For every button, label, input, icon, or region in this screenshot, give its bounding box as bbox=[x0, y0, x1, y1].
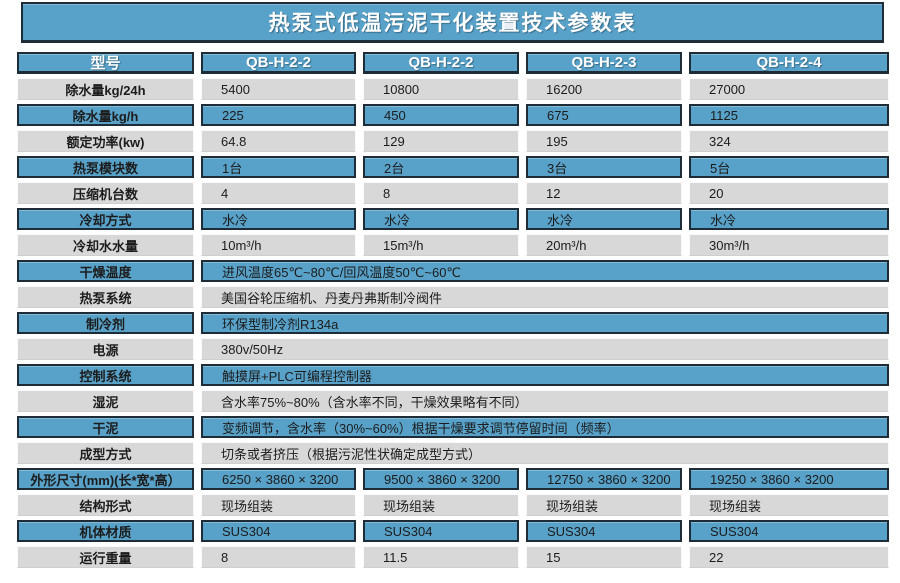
row-label-cell: 控制系统 bbox=[17, 364, 194, 386]
value-cell: 675 bbox=[526, 104, 682, 126]
value-cell: 2台 bbox=[363, 156, 519, 178]
value-cell: 水冷 bbox=[363, 208, 519, 230]
row-label-cell: 干燥温度 bbox=[17, 260, 194, 282]
value-cell: 195 bbox=[526, 130, 682, 152]
parameter-table: 型号 QB-H-2-2 QB-H-2-2 QB-H-2-3 QB-H-2-4 除… bbox=[17, 52, 889, 568]
value-cell: 20m³/h bbox=[526, 234, 682, 256]
row-label-cell: 干泥 bbox=[17, 416, 194, 438]
value-cell: 11.5 bbox=[363, 546, 519, 568]
column-header-qbh22b: QB-H-2-2 bbox=[363, 52, 519, 74]
value-cell: 12 bbox=[526, 182, 682, 204]
row-label-cell: 除水量kg/h bbox=[17, 104, 194, 126]
value-cell: 8 bbox=[363, 182, 519, 204]
value-cell: 64.8 bbox=[201, 130, 356, 152]
merged-value-cell: 环保型制冷剂R134a bbox=[201, 312, 889, 334]
row-label-cell: 热泵系统 bbox=[17, 286, 194, 308]
column-header-qbh23: QB-H-2-3 bbox=[526, 52, 682, 74]
row-label-cell: 制冷剂 bbox=[17, 312, 194, 334]
value-cell: 现场组装 bbox=[201, 494, 356, 516]
row-label-cell: 成型方式 bbox=[17, 442, 194, 464]
value-cell: 15 bbox=[526, 546, 682, 568]
row-label-cell: 湿泥 bbox=[17, 390, 194, 412]
value-cell: 20 bbox=[689, 182, 889, 204]
value-cell: 129 bbox=[363, 130, 519, 152]
row-label-cell: 外形尺寸(mm)(长*宽*高） bbox=[17, 468, 194, 490]
value-cell: 27000 bbox=[689, 78, 889, 100]
row-label-cell: 结构形式 bbox=[17, 494, 194, 516]
row-label-cell: 冷却水水量 bbox=[17, 234, 194, 256]
value-cell: SUS304 bbox=[363, 520, 519, 542]
value-cell: 10800 bbox=[363, 78, 519, 100]
value-cell: 水冷 bbox=[201, 208, 356, 230]
value-cell: 水冷 bbox=[689, 208, 889, 230]
value-cell: SUS304 bbox=[526, 520, 682, 542]
row-label-cell: 除水量kg/24h bbox=[17, 78, 194, 100]
value-cell: SUS304 bbox=[201, 520, 356, 542]
value-cell: 3台 bbox=[526, 156, 682, 178]
value-cell: 12750 × 3860 × 3200 bbox=[526, 468, 682, 490]
merged-value-cell: 380v/50Hz bbox=[201, 338, 889, 360]
row-label-cell: 额定功率(kw) bbox=[17, 130, 194, 152]
value-cell: 22 bbox=[689, 546, 889, 568]
value-cell: 现场组装 bbox=[363, 494, 519, 516]
value-cell: 450 bbox=[363, 104, 519, 126]
value-cell: 5400 bbox=[201, 78, 356, 100]
row-label-cell: 热泵模块数 bbox=[17, 156, 194, 178]
value-cell: 16200 bbox=[526, 78, 682, 100]
row-label-cell: 冷却方式 bbox=[17, 208, 194, 230]
value-cell: 现场组装 bbox=[526, 494, 682, 516]
row-label-cell: 运行重量 bbox=[17, 546, 194, 568]
value-cell: 19250 × 3860 × 3200 bbox=[689, 468, 889, 490]
value-cell: 1台 bbox=[201, 156, 356, 178]
value-cell: 10m³/h bbox=[201, 234, 356, 256]
row-label-cell: 压缩机台数 bbox=[17, 182, 194, 204]
value-cell: 8 bbox=[201, 546, 356, 568]
row-label-cell: 机体材质 bbox=[17, 520, 194, 542]
value-cell: 4 bbox=[201, 182, 356, 204]
column-header-qbh22a: QB-H-2-2 bbox=[201, 52, 356, 74]
merged-value-cell: 进风温度65℃~80℃/回风温度50℃~60℃ bbox=[201, 260, 889, 282]
value-cell: 15m³/h bbox=[363, 234, 519, 256]
merged-value-cell: 变频调节，含水率（30%~60%）根据干燥要求调节停留时间（频率） bbox=[201, 416, 889, 438]
value-cell: 1125 bbox=[689, 104, 889, 126]
value-cell: 324 bbox=[689, 130, 889, 152]
row-label-cell: 电源 bbox=[17, 338, 194, 360]
value-cell: 30m³/h bbox=[689, 234, 889, 256]
merged-value-cell: 切条或者挤压（根据污泥性状确定成型方式） bbox=[201, 442, 889, 464]
value-cell: SUS304 bbox=[689, 520, 889, 542]
merged-value-cell: 美国谷轮压缩机、丹麦丹弗斯制冷阀件 bbox=[201, 286, 889, 308]
value-cell: 水冷 bbox=[526, 208, 682, 230]
value-cell: 225 bbox=[201, 104, 356, 126]
value-cell: 现场组装 bbox=[689, 494, 889, 516]
column-header-qbh24: QB-H-2-4 bbox=[689, 52, 889, 74]
table-title: 热泵式低温污泥干化装置技术参数表 bbox=[21, 2, 884, 43]
merged-value-cell: 触摸屏+PLC可编程控制器 bbox=[201, 364, 889, 386]
merged-value-cell: 含水率75%~80%（含水率不同，干燥效果略有不同） bbox=[201, 390, 889, 412]
value-cell: 9500 × 3860 × 3200 bbox=[363, 468, 519, 490]
column-header-model: 型号 bbox=[17, 52, 194, 74]
value-cell: 6250 × 3860 × 3200 bbox=[201, 468, 356, 490]
value-cell: 5台 bbox=[689, 156, 889, 178]
